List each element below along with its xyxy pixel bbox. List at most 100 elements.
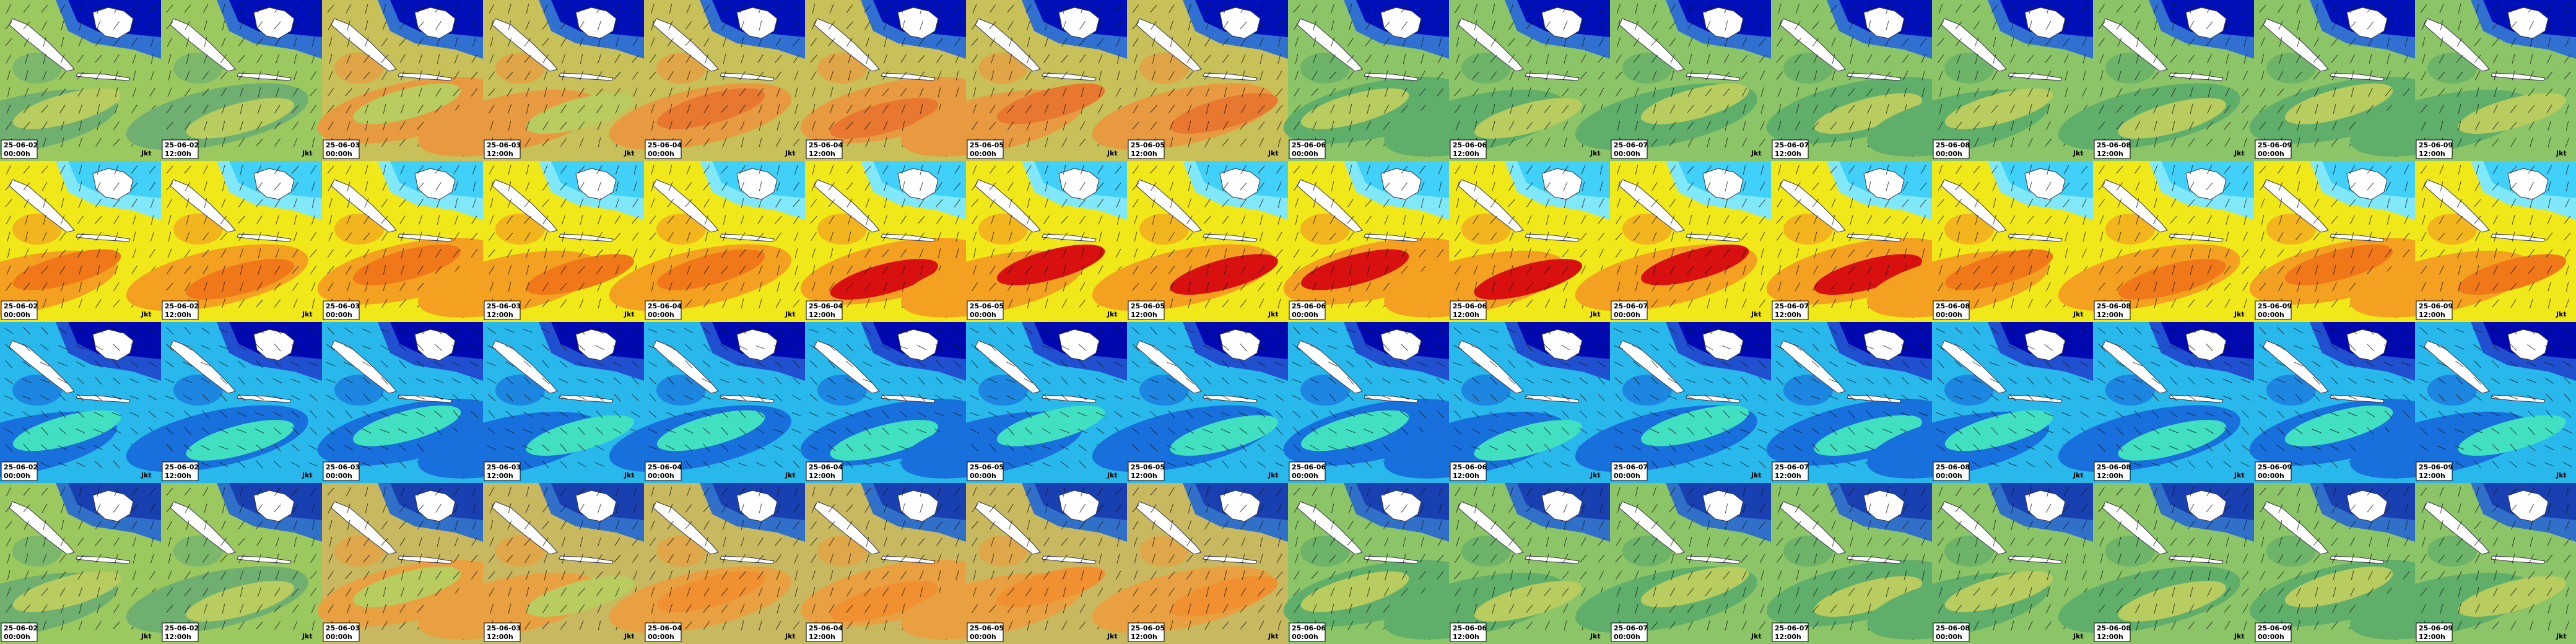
land-sumatra	[492, 18, 558, 72]
date-label: 25-06-09	[2419, 302, 2453, 310]
field-patch	[2266, 375, 2316, 406]
label-box	[2255, 622, 2292, 642]
wind-arrows	[1454, 165, 1605, 308]
field-patch	[2105, 214, 2155, 245]
land-java	[237, 555, 292, 564]
label-box	[2416, 139, 2453, 159]
wind-arrows	[166, 165, 317, 308]
place-label: Jkt	[1268, 149, 1279, 157]
field-patch	[817, 375, 867, 406]
place-label: Jkt	[141, 471, 152, 479]
field-core	[2458, 254, 2566, 295]
place-label: Jkt	[1590, 310, 1601, 318]
land-java	[398, 394, 453, 403]
land-borneo	[2346, 329, 2388, 361]
date-label: 25-06-03	[326, 302, 360, 310]
place-label: Jkt	[302, 149, 313, 157]
date-label: 25-06-04	[648, 463, 682, 471]
land-java	[1042, 233, 1097, 242]
wind-arrows	[1937, 487, 2088, 630]
land-java	[1525, 394, 1580, 403]
label-box	[645, 461, 682, 481]
land-java	[559, 233, 614, 242]
date-label: 25-06-03	[487, 141, 521, 149]
label-box	[1611, 139, 1648, 159]
wind-arrows	[487, 326, 640, 469]
place-label: Jkt	[624, 310, 635, 318]
field-core	[352, 405, 461, 446]
date-label: 25-06-04	[809, 463, 843, 471]
date-label: 25-06-04	[648, 624, 682, 632]
date-label: 25-06-06	[1453, 463, 1487, 471]
land-borneo	[1380, 490, 1422, 522]
land-java	[1364, 394, 1419, 403]
time-label: 12:00h	[165, 472, 191, 480]
field-patch	[2266, 536, 2316, 567]
land-java	[559, 72, 614, 81]
time-label: 12:00h	[1131, 633, 1157, 641]
land-java	[2491, 555, 2546, 564]
land-java	[2169, 233, 2224, 242]
wind-arrows	[327, 4, 478, 147]
land-sumatra	[9, 179, 75, 233]
label-box	[2094, 622, 2131, 642]
date-label: 25-06-09	[2258, 302, 2292, 310]
wind-arrows	[1293, 165, 1444, 308]
land-java	[720, 72, 775, 81]
land-java	[1364, 72, 1419, 81]
field-core	[1300, 249, 1409, 290]
date-label: 25-06-06	[1292, 141, 1326, 149]
land-java	[1042, 394, 1097, 403]
land-sumatra	[9, 18, 75, 72]
time-label: 12:00h	[165, 633, 191, 641]
label-box	[2094, 461, 2131, 481]
wind-arrows	[649, 165, 800, 308]
time-label: 00:00h	[1614, 311, 1640, 319]
field-patch	[1944, 536, 1994, 567]
wind-arrows	[1937, 4, 2088, 147]
time-label: 00:00h	[2258, 472, 2284, 480]
field-core	[186, 259, 294, 300]
land-sumatra	[814, 340, 880, 394]
land-java	[1203, 233, 1258, 242]
land-sumatra	[2424, 340, 2490, 394]
time-label: 12:00h	[1131, 472, 1157, 480]
land-java	[1042, 555, 1097, 564]
land-java	[1847, 233, 1902, 242]
time-label: 00:00h	[970, 472, 996, 480]
place-label: Jkt	[2073, 632, 2084, 640]
wind-arrows	[327, 487, 478, 630]
land-sumatra	[1136, 340, 1202, 394]
field-core	[352, 83, 461, 124]
place-label: Jkt	[302, 632, 313, 640]
place-label: Jkt	[141, 149, 152, 157]
date-label: 25-06-09	[2258, 141, 2292, 149]
time-label: 00:00h	[648, 472, 674, 480]
place-label: Jkt	[1107, 632, 1118, 640]
label-box	[1128, 139, 1165, 159]
land-java	[1847, 555, 1902, 564]
land-borneo	[1541, 329, 1583, 361]
field-core	[12, 88, 121, 129]
label-box	[2255, 139, 2292, 159]
time-label: 12:00h	[809, 633, 835, 641]
land-sumatra	[331, 18, 397, 72]
land-borneo	[1541, 490, 1583, 522]
place-label: Jkt	[1268, 471, 1279, 479]
field-core	[2284, 83, 2393, 124]
field-patch	[817, 53, 867, 84]
land-borneo	[2507, 490, 2549, 522]
label-box	[1128, 461, 1165, 481]
land-sumatra	[1458, 501, 1524, 555]
field-core	[186, 581, 294, 622]
date-label: 25-06-02	[165, 302, 199, 310]
date-label: 25-06-07	[1775, 624, 1809, 632]
land-sumatra	[1780, 340, 1846, 394]
field-core	[12, 571, 121, 612]
